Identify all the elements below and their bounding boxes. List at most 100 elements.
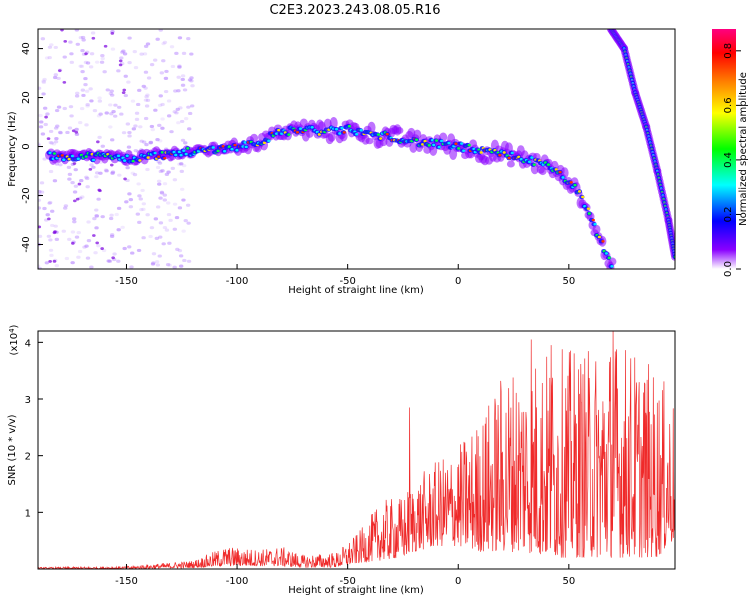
noise-dot — [157, 161, 163, 165]
noise-dot — [48, 169, 54, 174]
noise-dot — [98, 112, 103, 116]
trace-hotspot — [299, 127, 303, 131]
noise-dot — [140, 188, 145, 193]
noise-dot — [84, 244, 89, 248]
noise-dot — [136, 182, 141, 186]
trace-hotspot — [153, 151, 157, 155]
noise-dot — [38, 113, 43, 118]
noise-dot — [100, 247, 104, 250]
trace-hotspot — [182, 149, 186, 152]
trace-hotspot — [467, 143, 471, 147]
colorbar: 0.0 0.2 0.4 0.6 0.8 Normalized spectral ampl… — [712, 29, 749, 277]
noise-dot — [172, 178, 178, 182]
trace-halo — [327, 131, 336, 142]
trace-hotspot — [414, 138, 419, 142]
noise-dot — [118, 59, 123, 63]
noise-dot — [54, 108, 60, 113]
trace-hotspot — [92, 158, 96, 162]
noise-dot — [45, 213, 50, 217]
noise-dot — [167, 263, 172, 267]
noise-dot — [155, 165, 161, 170]
trace-hotspot — [277, 128, 281, 132]
noise-dot — [94, 208, 99, 212]
noise-dot — [96, 197, 101, 201]
trace-hotspot — [262, 141, 267, 145]
trace-hotspot — [184, 152, 188, 156]
figure-title: C2E3.2023.243.08.05.R16 — [269, 3, 440, 18]
noise-dot — [48, 129, 54, 134]
noise-dot — [189, 104, 195, 108]
snr-y-tick-label: 1 — [25, 508, 31, 519]
noise-dot — [78, 35, 84, 40]
colorbar-ticks: 0.0 0.2 0.4 0.6 0.8 — [723, 43, 741, 277]
noise-dot — [80, 35, 86, 40]
noise-dot — [186, 259, 192, 263]
spectrogram-x-tick-label: 50 — [562, 276, 575, 287]
trace-hotspot — [479, 151, 483, 154]
noise-dot — [42, 157, 47, 161]
trace-hotspot — [116, 154, 121, 158]
noise-dot — [152, 58, 158, 62]
noise-dot — [132, 50, 137, 54]
noise-dot — [89, 265, 94, 269]
colorbar-tick-label: 0.2 — [723, 207, 734, 223]
noise-dot — [145, 213, 150, 217]
noise-dot — [177, 249, 183, 253]
noise-dot — [128, 198, 134, 202]
noise-dot — [77, 249, 83, 254]
noise-dot — [100, 54, 105, 58]
noise-dot — [94, 213, 99, 218]
noise-dot — [133, 124, 138, 128]
noise-dot — [125, 166, 130, 170]
noise-dot — [48, 238, 53, 242]
noise-dot — [108, 216, 114, 221]
snr-x-tick-label: 50 — [562, 576, 575, 587]
noise-dot — [42, 77, 47, 82]
noise-dot — [156, 179, 162, 183]
noise-dot — [50, 209, 55, 213]
noise-dot — [53, 224, 58, 228]
noise-dot — [150, 127, 155, 132]
noise-dot — [38, 266, 42, 269]
snr-x-tick-label: 0 — [455, 576, 461, 587]
noise-dot — [109, 112, 114, 116]
noise-dot — [143, 70, 149, 74]
snr-multiplier-prefix: (x10 — [9, 333, 20, 356]
noise-dot — [76, 231, 81, 235]
noise-dot — [83, 60, 89, 64]
trace-hotspot — [157, 155, 161, 158]
trace-hotspot — [186, 147, 190, 150]
noise-dot — [180, 74, 186, 78]
snr-y-tick-label: 4 — [25, 338, 31, 349]
trace-halo — [592, 224, 601, 235]
trace-halo — [365, 137, 374, 145]
noise-dot — [187, 78, 193, 82]
noise-dot — [162, 225, 168, 230]
noise-dot — [163, 89, 169, 94]
noise-dot — [126, 145, 132, 149]
trace-hotspot — [317, 133, 321, 136]
noise-dot — [68, 105, 74, 109]
snr-panel: -150 -100 -50 0 50 4 3 2 1 Height of straight l… — [7, 324, 676, 596]
noise-dot — [177, 65, 182, 69]
noise-dot — [108, 103, 113, 107]
noise-dot — [159, 191, 165, 195]
spectrogram-x-ticks: -150 -100 -50 0 50 — [115, 264, 575, 287]
trace-hotspot — [507, 156, 511, 160]
noise-dot — [155, 205, 161, 209]
trace-hotspot — [437, 145, 441, 149]
noise-dot — [84, 123, 89, 127]
noise-dot — [79, 64, 85, 68]
noise-dot — [177, 206, 183, 210]
noise-dot — [90, 31, 96, 35]
snr-marks — [38, 331, 675, 569]
trace-hotspot — [532, 163, 536, 166]
noise-dot — [85, 104, 90, 108]
trace-hotspot — [177, 150, 181, 154]
noise-dot — [54, 264, 60, 268]
trace-hotspot — [591, 218, 595, 222]
noise-dot — [110, 138, 115, 142]
noise-dot — [74, 94, 80, 98]
noise-dot — [174, 215, 180, 220]
